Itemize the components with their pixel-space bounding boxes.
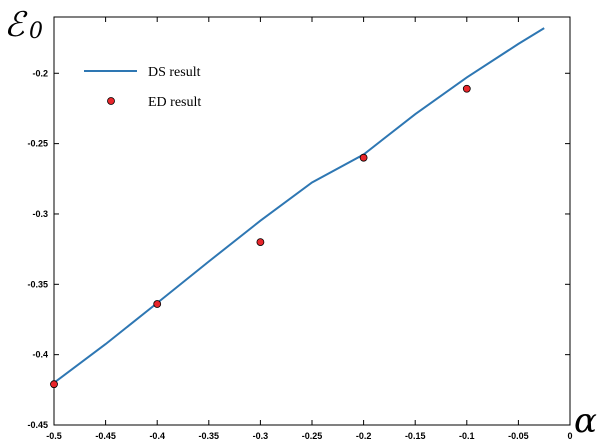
- y-axis-subscript: 0: [29, 19, 43, 44]
- x-tick-label: 0: [567, 431, 572, 441]
- x-tick-label: -0.35: [199, 431, 220, 441]
- ed-result-point: [462, 84, 471, 93]
- series-layer: [50, 27, 545, 389]
- ds-result-line: [53, 27, 545, 384]
- x-tick-label: -0.2: [356, 431, 372, 441]
- y-tick-label: -0.45: [27, 420, 48, 430]
- legend-label-ds: DS result: [148, 65, 201, 80]
- axis-ticks: -0.5 -0.45 -0.4 -0.35 -0.3 -0.25 -0.2 -0.15 -0.1…: [27, 17, 573, 441]
- ed-result-point: [359, 153, 368, 162]
- ed-result-point: [50, 380, 58, 389]
- ed-result-point: [153, 300, 162, 308]
- x-axis-symbol: α: [574, 401, 597, 441]
- x-tick-label: -0.05: [508, 431, 529, 441]
- x-tick-label: -0.3: [253, 431, 269, 441]
- y-tick-label: -0.3: [32, 209, 48, 219]
- y-tick-label: -0.35: [27, 279, 48, 289]
- legend-label-ed: ED result: [148, 95, 201, 110]
- legend-marker-swatch: [107, 97, 115, 105]
- y-tick-label: -0.25: [27, 139, 48, 149]
- x-tick-label: -0.25: [302, 431, 323, 441]
- y-axis-symbol: ℰ: [4, 5, 28, 45]
- x-tick-label: -0.5: [46, 431, 62, 441]
- x-tick-label: -0.45: [95, 431, 116, 441]
- ed-result-point: [256, 238, 265, 247]
- x-tick-label: -0.4: [149, 431, 165, 441]
- y-tick-label: -0.4: [32, 350, 48, 360]
- x-tick-label: -0.1: [459, 431, 475, 441]
- plot-frame: [53, 16, 571, 426]
- x-tick-label: -0.15: [405, 431, 426, 441]
- legend: DS result ED result: [84, 65, 201, 110]
- y-tick-label: -0.2: [32, 68, 48, 78]
